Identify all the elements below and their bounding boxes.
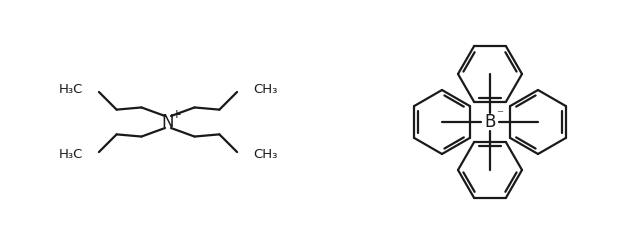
Text: ⁻: ⁻	[497, 109, 504, 122]
Text: H₃C: H₃C	[58, 148, 83, 161]
Text: B: B	[484, 113, 496, 131]
Text: CH₃: CH₃	[253, 83, 278, 96]
Text: H₃C: H₃C	[58, 83, 83, 96]
Text: CH₃: CH₃	[253, 148, 278, 161]
Text: N: N	[162, 113, 174, 131]
Text: +: +	[172, 109, 182, 122]
